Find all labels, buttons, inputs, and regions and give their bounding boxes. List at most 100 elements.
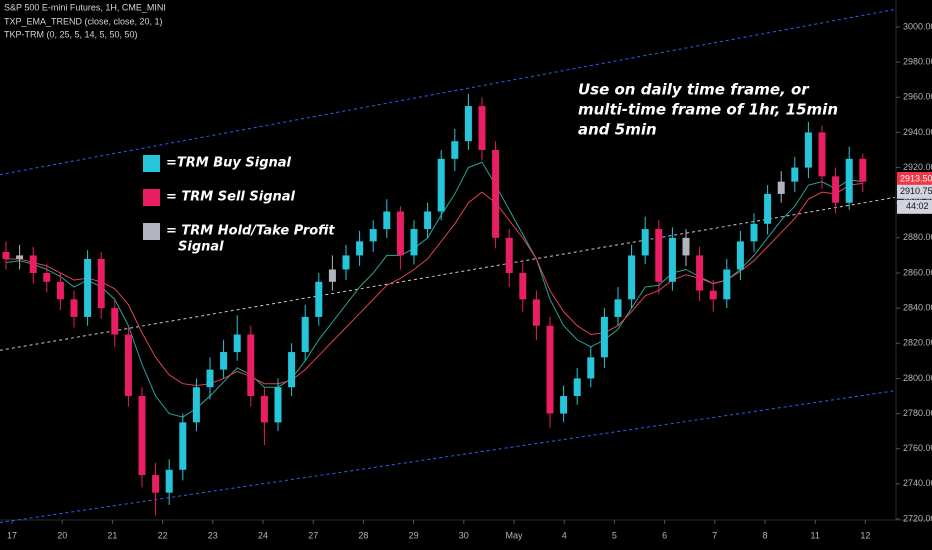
- y-tick-label: 2880.00: [903, 232, 932, 242]
- candle-body: [247, 334, 255, 396]
- candle-body: [804, 132, 812, 168]
- price-label: 2910.75: [900, 186, 932, 196]
- price-label: 2913.50: [900, 173, 932, 183]
- countdown-box: [897, 199, 932, 214]
- channel-line: [0, 196, 896, 351]
- candle-body: [546, 325, 554, 414]
- candle-body: [628, 255, 636, 300]
- y-tick-label: 2780.00: [903, 408, 932, 418]
- candle-body: [274, 387, 282, 423]
- x-tick-label: 21: [107, 530, 117, 540]
- candle-body: [587, 357, 595, 379]
- x-tick-label: 6: [662, 530, 667, 540]
- legend-swatch: [143, 155, 160, 172]
- candle-body: [764, 193, 772, 224]
- ema-line: [6, 182, 863, 386]
- candle-body: [614, 299, 622, 317]
- x-tick-label: 8: [762, 530, 767, 540]
- y-tick-label: 3000.00: [903, 21, 932, 31]
- legend-label: = TRM Sell Signal: [166, 190, 296, 205]
- x-tick-label: 20: [57, 530, 67, 540]
- x-tick-label: 11: [811, 530, 820, 540]
- x-tick-label: 28: [358, 530, 368, 540]
- x-tick-label: 29: [409, 530, 419, 540]
- legend-label: =TRM Buy Signal: [166, 156, 292, 171]
- header: S&P 500 E-mini Futures, 1H, CME_MINI: [4, 2, 166, 12]
- candle-body: [532, 299, 540, 326]
- candle-body: [396, 211, 404, 256]
- price-label-box: [897, 171, 932, 186]
- candle-body: [709, 290, 717, 300]
- candle-body: [315, 281, 323, 317]
- candle-body: [220, 352, 228, 370]
- x-tick-label: 5: [612, 530, 617, 540]
- candle-body: [424, 211, 432, 230]
- annotation: Use on daily time frame, or: [578, 81, 810, 99]
- candle-body: [97, 258, 105, 309]
- y-tick-label: 2720.00: [903, 513, 932, 523]
- candle-body: [437, 158, 445, 212]
- header: TXP_EMA_TREND (close, close, 20, 1): [4, 16, 163, 26]
- candle-body: [70, 299, 78, 317]
- annotation: multi-time frame of 1hr, 15min: [578, 101, 838, 119]
- candle-body: [668, 237, 676, 282]
- candle-body: [301, 316, 309, 353]
- annotation: and 5min: [578, 121, 657, 139]
- candle-body: [560, 396, 568, 414]
- y-tick-label: 2760.00: [903, 443, 932, 453]
- candle-body: [655, 229, 663, 282]
- candle-body: [832, 176, 840, 203]
- candle-body: [723, 269, 731, 300]
- candle-body: [342, 255, 350, 270]
- x-tick-label: 22: [158, 530, 168, 540]
- candle-body: [288, 352, 296, 388]
- x-tick-label: 23: [208, 530, 218, 540]
- candle-body: [124, 334, 132, 396]
- x-tick-label: 27: [308, 530, 318, 540]
- candle-body: [845, 158, 853, 203]
- candle-body: [165, 469, 173, 493]
- candle-body: [573, 378, 581, 396]
- y-tick-label: 2860.00: [903, 267, 932, 277]
- candle-body: [84, 258, 92, 317]
- y-tick-label: 2920.00: [903, 162, 932, 172]
- y-tick-label: 2800.00: [903, 373, 932, 383]
- channel-line: [0, 8, 896, 176]
- legend-label: = TRM Hold/Take Profit: [166, 224, 335, 239]
- candle-body: [859, 158, 867, 182]
- legend-swatch: [143, 223, 160, 240]
- candle-body: [682, 237, 690, 256]
- candle-body: [111, 308, 119, 335]
- candle-body: [138, 396, 146, 476]
- candle-body: [696, 255, 704, 291]
- x-tick-label: 24: [258, 530, 268, 540]
- candle-body: [369, 229, 377, 242]
- x-tick-label: 7: [712, 530, 717, 540]
- candle-body: [451, 141, 459, 159]
- candle-body: [736, 241, 744, 270]
- candle-body: [2, 251, 10, 259]
- legend-label: Signal: [178, 240, 224, 255]
- candle-body: [791, 167, 799, 182]
- candle-body: [600, 316, 608, 358]
- candle-body: [410, 229, 418, 256]
- y-tick-label: 2740.00: [903, 478, 932, 488]
- candle-body: [505, 237, 513, 273]
- candle-body: [43, 273, 51, 282]
- candle-body: [818, 132, 826, 177]
- candle-body: [192, 387, 200, 423]
- candle-body: [641, 229, 649, 256]
- candle-body: [206, 369, 214, 388]
- candle-body: [478, 106, 486, 150]
- legend-swatch: [143, 189, 160, 206]
- countdown: 44:02: [906, 201, 929, 211]
- candle-body: [519, 273, 527, 300]
- y-tick-label: 2960.00: [903, 92, 932, 102]
- price-label-box: [897, 184, 932, 199]
- candle-body: [179, 422, 187, 470]
- x-tick-label: 12: [860, 530, 870, 540]
- candle-body: [464, 106, 472, 142]
- candle-body: [328, 269, 336, 282]
